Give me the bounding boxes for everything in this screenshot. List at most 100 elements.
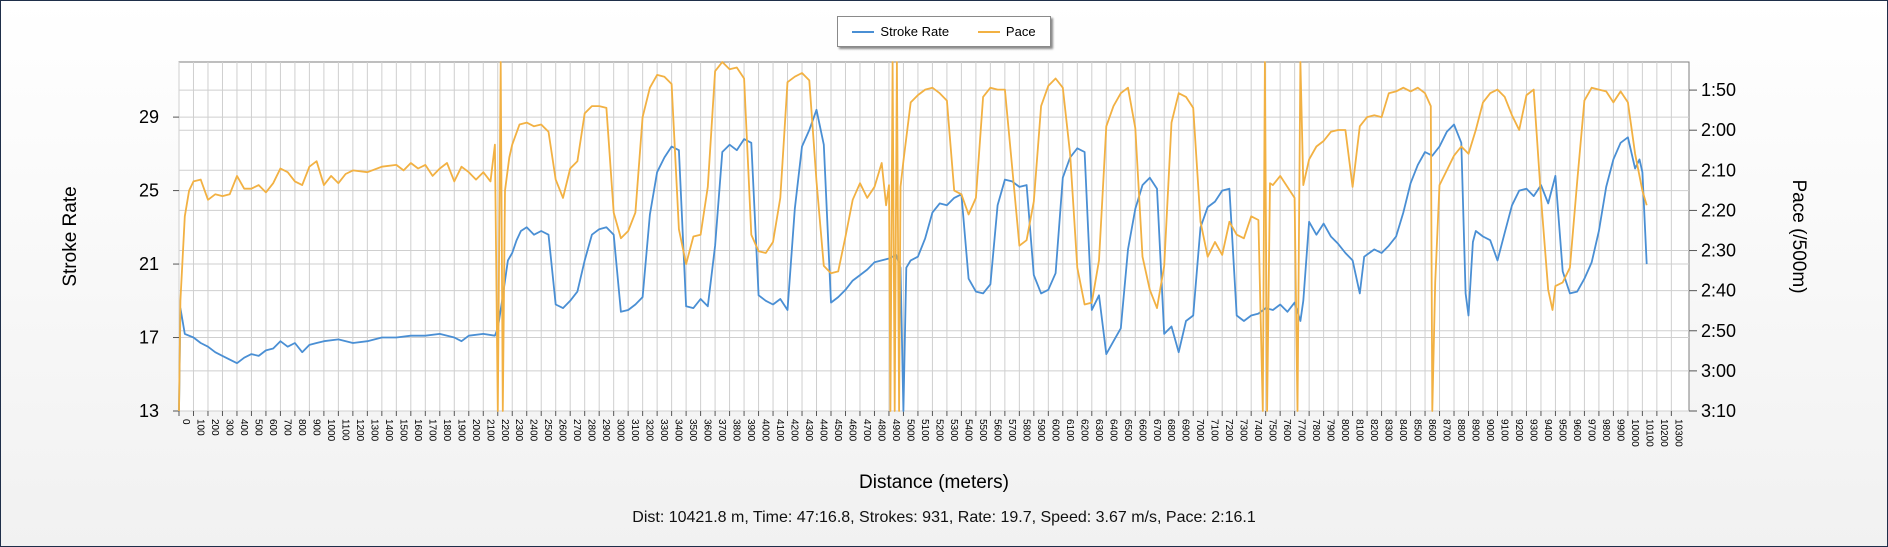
x-tick-label: 9200 [1513,419,1524,442]
x-tick-label: 200 [209,419,220,436]
x-tick-label: 300 [223,419,234,436]
pace-line [178,61,1648,412]
x-tick-label: 2700 [571,419,582,442]
series-group [178,61,1648,412]
x-tick-label: 9500 [1556,419,1567,442]
y2-axis-title: Pace (/500m) [1788,179,1809,293]
x-tick-label: 8700 [1441,419,1452,442]
x-tick-label: 6900 [1180,419,1191,442]
x-tick-label: 4700 [861,419,872,442]
x-tick-label: 3500 [687,419,698,442]
legend-swatch-stroke-rate [852,30,875,33]
x-tick-label: 1800 [441,419,452,442]
y2-tick-label: 2:30 [1701,241,1736,261]
x-tick-label: 5900 [1035,419,1046,442]
x-tick-label: 9900 [1614,419,1625,442]
x-tick-label: 5400 [962,419,973,442]
x-tick-label: 1000 [325,419,336,442]
plot-area [178,61,1690,412]
x-tick-label: 7700 [1296,419,1307,442]
x-tick-label: 1700 [426,419,437,442]
x-tick-label: 0 [180,419,191,425]
y2-tick-label: 2:20 [1701,200,1736,220]
summary-stats: Dist: 10421.8 m, Time: 47:16.8, Strokes:… [632,509,1256,526]
x-tick-label: 6600 [1136,419,1147,442]
y-tick-label: 29 [139,107,159,127]
legend-item-stroke-rate: Stroke Rate [852,24,949,39]
x-tick-label: 1200 [354,419,365,442]
x-tick-label: 1500 [397,419,408,442]
x-tick-label: 1100 [339,419,350,441]
x-tick-label: 4100 [774,419,785,442]
x-tick-label: 6200 [1078,419,1089,442]
y2-tick-label: 2:10 [1701,160,1736,180]
x-tick-label: 6700 [1151,419,1162,442]
x-tick-label: 4300 [803,419,814,442]
x-tick-label: 2300 [513,419,524,442]
x-tick-label: 2800 [586,419,597,442]
x-tick-label: 3400 [673,419,684,442]
x-tick-label: 7300 [1238,419,1249,442]
x-tick-label: 4400 [818,419,829,442]
x-tick-label: 6300 [1093,419,1104,442]
x-tick-label: 2900 [600,419,611,442]
x-tick-label: 10100 [1643,419,1654,447]
x-tick-label: 9100 [1498,419,1509,442]
x-tick-label: 500 [252,419,263,436]
y2-tick-label: 3:00 [1701,361,1736,381]
x-tick-label: 800 [296,419,307,436]
x-tick-label: 3600 [702,419,713,442]
x-tick-label: 5000 [904,419,915,442]
x-tick-label: 900 [310,419,321,436]
y-tick-label: 17 [139,328,159,348]
x-tick-label: 5500 [977,419,988,442]
x-tick-label: 7200 [1223,419,1234,442]
y-axis-right: 3:10 3:00 2:50 2:40 2:30 2:20 2:10 2:00 1:50 [1689,80,1736,421]
y2-tick-label: 1:50 [1701,80,1736,100]
x-tick-label: 7100 [1209,419,1220,442]
x-tick-label: 7600 [1281,419,1292,442]
x-tick-label: 100 [194,419,205,436]
y-axis-title: Stroke Rate [60,186,81,286]
x-tick-label: 5600 [991,419,1002,442]
x-tick-label: 7000 [1194,419,1205,442]
x-tick-label: 9400 [1542,419,1553,442]
x-tick-label: 8200 [1368,419,1379,442]
x-tick-label: 9300 [1527,419,1538,442]
x-tick-label: 7900 [1325,419,1336,442]
x-tick-label: 1600 [412,419,423,442]
legend-swatch-pace [977,30,1000,33]
x-tick-label: 8400 [1397,419,1408,442]
x-tick-label: 5700 [1006,419,1017,442]
y-tick-label: 21 [139,254,159,274]
x-tick-label: 4200 [789,419,800,442]
x-tick-label: 2500 [542,419,553,442]
x-tick-label: 6500 [1122,419,1133,442]
x-tick-label: 8600 [1426,419,1437,442]
x-tick-label: 3100 [629,419,640,442]
x-tick-label: 8500 [1412,419,1423,442]
x-tick-label: 5100 [919,419,930,442]
x-tick-label: 5300 [948,419,959,442]
x-tick-label: 3700 [716,419,727,442]
x-tick-label: 10200 [1658,419,1669,447]
x-tick-label: 4600 [846,419,857,442]
x-tick-label: 4500 [832,419,843,442]
x-tick-label: 6000 [1049,419,1060,442]
x-tick-label: 6800 [1165,419,1176,442]
x-tick-label: 4900 [890,419,901,442]
x-tick-label: 3200 [644,419,655,442]
x-tick-label: 1300 [368,419,379,442]
x-tick-label: 6100 [1064,419,1075,442]
x-tick-label: 600 [267,419,278,436]
x-axis: 0 100 200 300 400 500 600 700 800 900 1000 1100 1200… [178,411,1683,447]
x-tick-label: 10300 [1672,419,1683,447]
y2-tick-label: 3:10 [1701,401,1736,421]
x-tick-label: 8300 [1383,419,1394,442]
legend-label-stroke-rate: Stroke Rate [880,24,950,39]
x-tick-label: 8800 [1455,419,1466,442]
x-tick-label: 10000 [1629,419,1640,447]
y-axis-left: 13 17 21 25 29 [139,107,179,421]
x-tick-label: 2600 [557,419,568,442]
